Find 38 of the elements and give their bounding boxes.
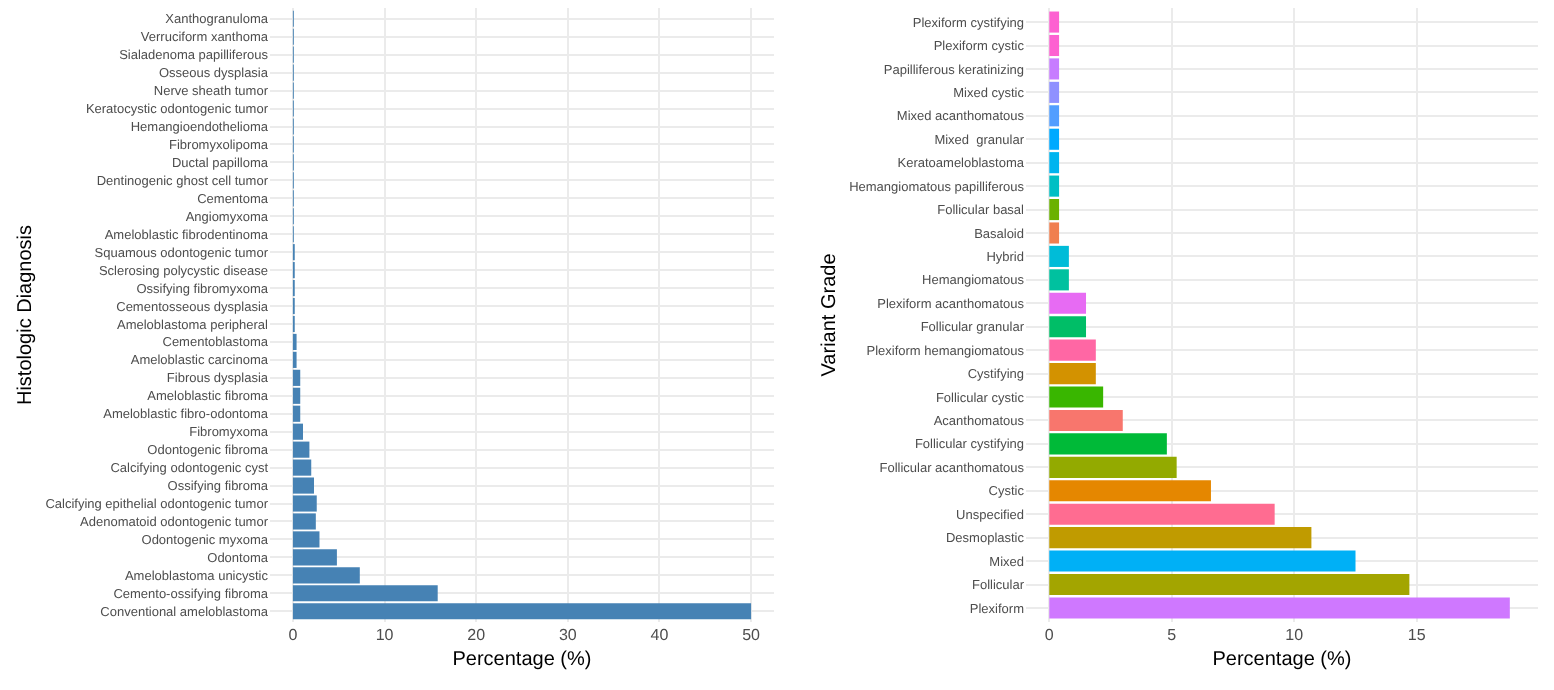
bar <box>1049 339 1096 361</box>
bar <box>1049 503 1275 525</box>
bar <box>1049 480 1211 502</box>
bar <box>1049 269 1069 291</box>
x-tick-label: 30 <box>558 626 578 644</box>
bar <box>1049 456 1177 478</box>
x-tick-label: 40 <box>650 626 670 644</box>
y-axis-title: Histologic Diagnosis <box>15 224 38 406</box>
bar <box>1049 105 1060 127</box>
bar <box>1049 292 1087 314</box>
x-axis-title: Percentage (%) <box>452 649 592 671</box>
bar <box>1049 433 1167 455</box>
bar <box>1049 316 1087 338</box>
bar <box>1049 175 1060 197</box>
bar <box>1049 199 1060 221</box>
x-tick-label: 0 <box>1044 626 1055 644</box>
y-axis-title: Variant Grade <box>819 252 842 377</box>
bar <box>1049 81 1060 103</box>
bar <box>1049 363 1096 385</box>
x-tick-label: 50 <box>742 626 762 644</box>
bar <box>1049 550 1356 572</box>
x-tick-label: 20 <box>467 626 487 644</box>
x-tick-label: 5 <box>1167 626 1178 644</box>
bar <box>1049 527 1312 549</box>
bar <box>1049 58 1060 80</box>
x-tick-label: 15 <box>1407 626 1427 644</box>
x-tick-label: 10 <box>1285 626 1305 644</box>
bar <box>1049 386 1104 408</box>
bar <box>1049 152 1060 174</box>
bar <box>1049 245 1069 267</box>
bar <box>1049 597 1510 619</box>
bar <box>1049 222 1060 244</box>
x-axis-title: Percentage (%) <box>1212 649 1352 671</box>
x-tick-label: 10 <box>375 626 395 644</box>
bar <box>1049 128 1060 150</box>
bar <box>1049 573 1410 596</box>
x-tick-label: 0 <box>288 626 299 644</box>
bar <box>1049 409 1123 431</box>
